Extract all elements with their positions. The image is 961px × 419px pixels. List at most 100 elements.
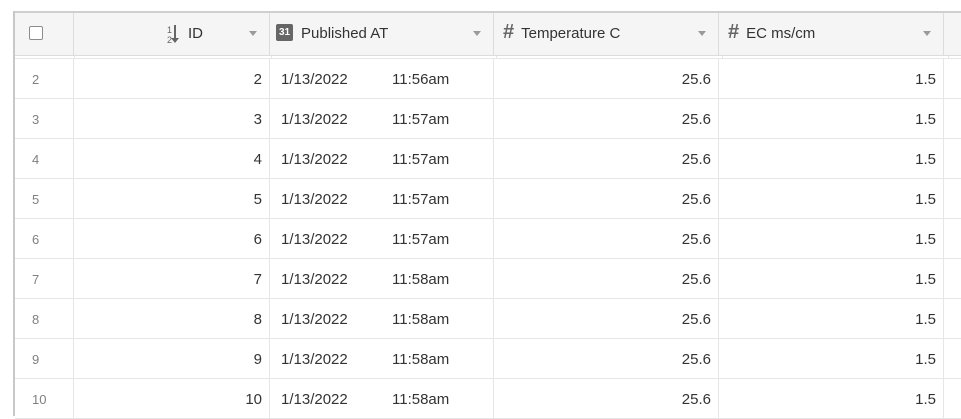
partial-cell (272, 56, 497, 58)
column-header-published-at[interactable]: 31 Published AT (270, 13, 494, 56)
cell-published-at[interactable]: 1/13/2022 11:57am (270, 219, 494, 259)
cell-ec[interactable]: 1.5 (719, 59, 944, 99)
cell-temperature[interactable]: 25.6 (494, 259, 719, 299)
cell-date: 1/13/2022 (281, 110, 348, 128)
row-number: 10 (15, 379, 74, 419)
cell-temperature[interactable]: 25.6 (494, 59, 719, 99)
column-label-temperature: Temperature C (521, 25, 621, 42)
cell-published-at[interactable]: 1/13/2022 11:58am (270, 299, 494, 339)
cell-date: 1/13/2022 (281, 390, 348, 408)
row-number: 6 (15, 219, 74, 259)
row-filler (944, 179, 961, 219)
cell-temperature[interactable]: 25.6 (494, 299, 719, 339)
row-filler (944, 259, 961, 299)
cell-temperature[interactable]: 25.6 (494, 99, 719, 139)
partial-row-above (15, 56, 961, 59)
chevron-down-icon[interactable] (923, 31, 931, 36)
row-filler (944, 339, 961, 379)
partial-cell (723, 56, 949, 58)
grid-rows: 2 2 1/13/2022 11:56am 25.6 1.5 3 3 1/13/… (15, 59, 961, 419)
cell-published-at[interactable]: 1/13/2022 11:58am (270, 379, 494, 419)
cell-published-at[interactable]: 1/13/2022 11:57am (270, 99, 494, 139)
cell-id[interactable]: 10 (74, 379, 270, 419)
cell-id[interactable]: 2 (74, 59, 270, 99)
row-number: 7 (15, 259, 74, 299)
cell-published-at[interactable]: 1/13/2022 11:56am (270, 59, 494, 99)
number-hash-icon: # (503, 21, 515, 43)
row-number: 9 (15, 339, 74, 379)
cell-id[interactable]: 8 (74, 299, 270, 339)
row-filler (944, 99, 961, 139)
cell-date: 1/13/2022 (281, 190, 348, 208)
partial-cell (15, 56, 75, 58)
cell-ec[interactable]: 1.5 (719, 139, 944, 179)
column-label-id: ID (188, 25, 203, 42)
date-field-icon: 31 (276, 24, 293, 41)
cell-time: 11:58am (392, 350, 450, 368)
row-filler (944, 299, 961, 339)
column-label-published-at: Published AT (301, 25, 389, 42)
table-row[interactable]: 10 10 1/13/2022 11:58am 25.6 1.5 (15, 379, 961, 419)
cell-published-at[interactable]: 1/13/2022 11:57am (270, 179, 494, 219)
cell-temperature[interactable]: 25.6 (494, 139, 719, 179)
cell-ec[interactable]: 1.5 (719, 179, 944, 219)
cell-ec[interactable]: 1.5 (719, 259, 944, 299)
table-row[interactable]: 7 7 1/13/2022 11:58am 25.6 1.5 (15, 259, 961, 299)
cell-ec[interactable]: 1.5 (719, 299, 944, 339)
row-filler (944, 379, 961, 419)
chevron-down-icon[interactable] (698, 31, 706, 36)
column-header-ec[interactable]: # EC ms/cm (719, 13, 944, 56)
cell-temperature[interactable]: 25.6 (494, 219, 719, 259)
cell-published-at[interactable]: 1/13/2022 11:58am (270, 259, 494, 299)
select-all-checkbox[interactable] (29, 25, 43, 40)
cell-id[interactable]: 9 (74, 339, 270, 379)
partial-cell (497, 56, 723, 58)
cell-temperature[interactable]: 25.6 (494, 379, 719, 419)
cell-temperature[interactable]: 25.6 (494, 179, 719, 219)
row-number: 2 (15, 59, 74, 99)
number-hash-icon: # (728, 21, 740, 43)
cell-date: 1/13/2022 (281, 270, 348, 288)
table-row[interactable]: 9 9 1/13/2022 11:58am 25.6 1.5 (15, 339, 961, 379)
cell-published-at[interactable]: 1/13/2022 11:58am (270, 339, 494, 379)
cell-date: 1/13/2022 (281, 310, 348, 328)
cell-id[interactable]: 7 (74, 259, 270, 299)
grid-left-border (13, 11, 15, 416)
table-row[interactable]: 3 3 1/13/2022 11:57am 25.6 1.5 (15, 99, 961, 139)
cell-temperature[interactable]: 25.6 (494, 339, 719, 379)
row-filler (944, 139, 961, 179)
cell-id[interactable]: 3 (74, 99, 270, 139)
table-row[interactable]: 6 6 1/13/2022 11:57am 25.6 1.5 (15, 219, 961, 259)
chevron-down-icon[interactable] (473, 31, 481, 36)
cell-id[interactable]: 4 (74, 139, 270, 179)
cell-ec[interactable]: 1.5 (719, 339, 944, 379)
row-number: 4 (15, 139, 74, 179)
table-row[interactable]: 5 5 1/13/2022 11:57am 25.6 1.5 (15, 179, 961, 219)
row-filler (944, 219, 961, 259)
cell-time: 11:57am (392, 190, 450, 208)
cell-published-at[interactable]: 1/13/2022 11:57am (270, 139, 494, 179)
table-row[interactable]: 2 2 1/13/2022 11:56am 25.6 1.5 (15, 59, 961, 99)
table-row[interactable]: 4 4 1/13/2022 11:57am 25.6 1.5 (15, 139, 961, 179)
select-all-column-header (15, 13, 74, 56)
cell-date: 1/13/2022 (281, 70, 348, 88)
row-number: 3 (15, 99, 74, 139)
cell-date: 1/13/2022 (281, 350, 348, 368)
column-label-ec: EC ms/cm (746, 25, 816, 42)
column-header-temperature[interactable]: # Temperature C (494, 13, 719, 56)
cell-ec[interactable]: 1.5 (719, 219, 944, 259)
chevron-down-icon[interactable] (249, 31, 257, 36)
table-row[interactable]: 8 8 1/13/2022 11:58am 25.6 1.5 (15, 299, 961, 339)
cell-id[interactable]: 5 (74, 179, 270, 219)
cell-id[interactable]: 6 (74, 219, 270, 259)
row-number: 5 (15, 179, 74, 219)
cell-time: 11:57am (392, 230, 450, 248)
cell-ec[interactable]: 1.5 (719, 379, 944, 419)
cell-date: 1/13/2022 (281, 230, 348, 248)
cell-ec[interactable]: 1.5 (719, 99, 944, 139)
